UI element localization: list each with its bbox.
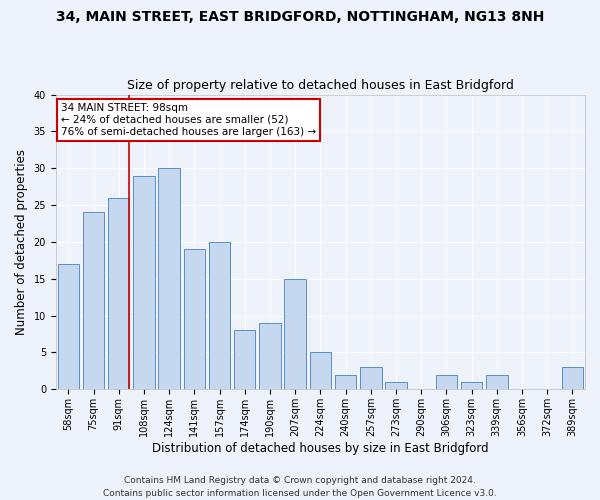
Bar <box>310 352 331 390</box>
Bar <box>562 367 583 390</box>
Bar <box>335 374 356 390</box>
Bar <box>58 264 79 390</box>
Text: Contains HM Land Registry data © Crown copyright and database right 2024.
Contai: Contains HM Land Registry data © Crown c… <box>103 476 497 498</box>
Bar <box>184 250 205 390</box>
Text: 34 MAIN STREET: 98sqm
← 24% of detached houses are smaller (52)
76% of semi-deta: 34 MAIN STREET: 98sqm ← 24% of detached … <box>61 104 316 136</box>
Bar <box>284 279 306 390</box>
Y-axis label: Number of detached properties: Number of detached properties <box>15 149 28 335</box>
Bar <box>83 212 104 390</box>
Title: Size of property relative to detached houses in East Bridgford: Size of property relative to detached ho… <box>127 79 514 92</box>
Bar <box>385 382 407 390</box>
Text: 34, MAIN STREET, EAST BRIDGFORD, NOTTINGHAM, NG13 8NH: 34, MAIN STREET, EAST BRIDGFORD, NOTTING… <box>56 10 544 24</box>
Bar <box>259 323 281 390</box>
Bar <box>108 198 130 390</box>
Bar <box>234 330 256 390</box>
Bar <box>209 242 230 390</box>
Bar <box>461 382 482 390</box>
X-axis label: Distribution of detached houses by size in East Bridgford: Distribution of detached houses by size … <box>152 442 489 455</box>
Bar <box>486 374 508 390</box>
Bar <box>436 374 457 390</box>
Bar <box>158 168 180 390</box>
Bar <box>360 367 382 390</box>
Bar <box>133 176 155 390</box>
